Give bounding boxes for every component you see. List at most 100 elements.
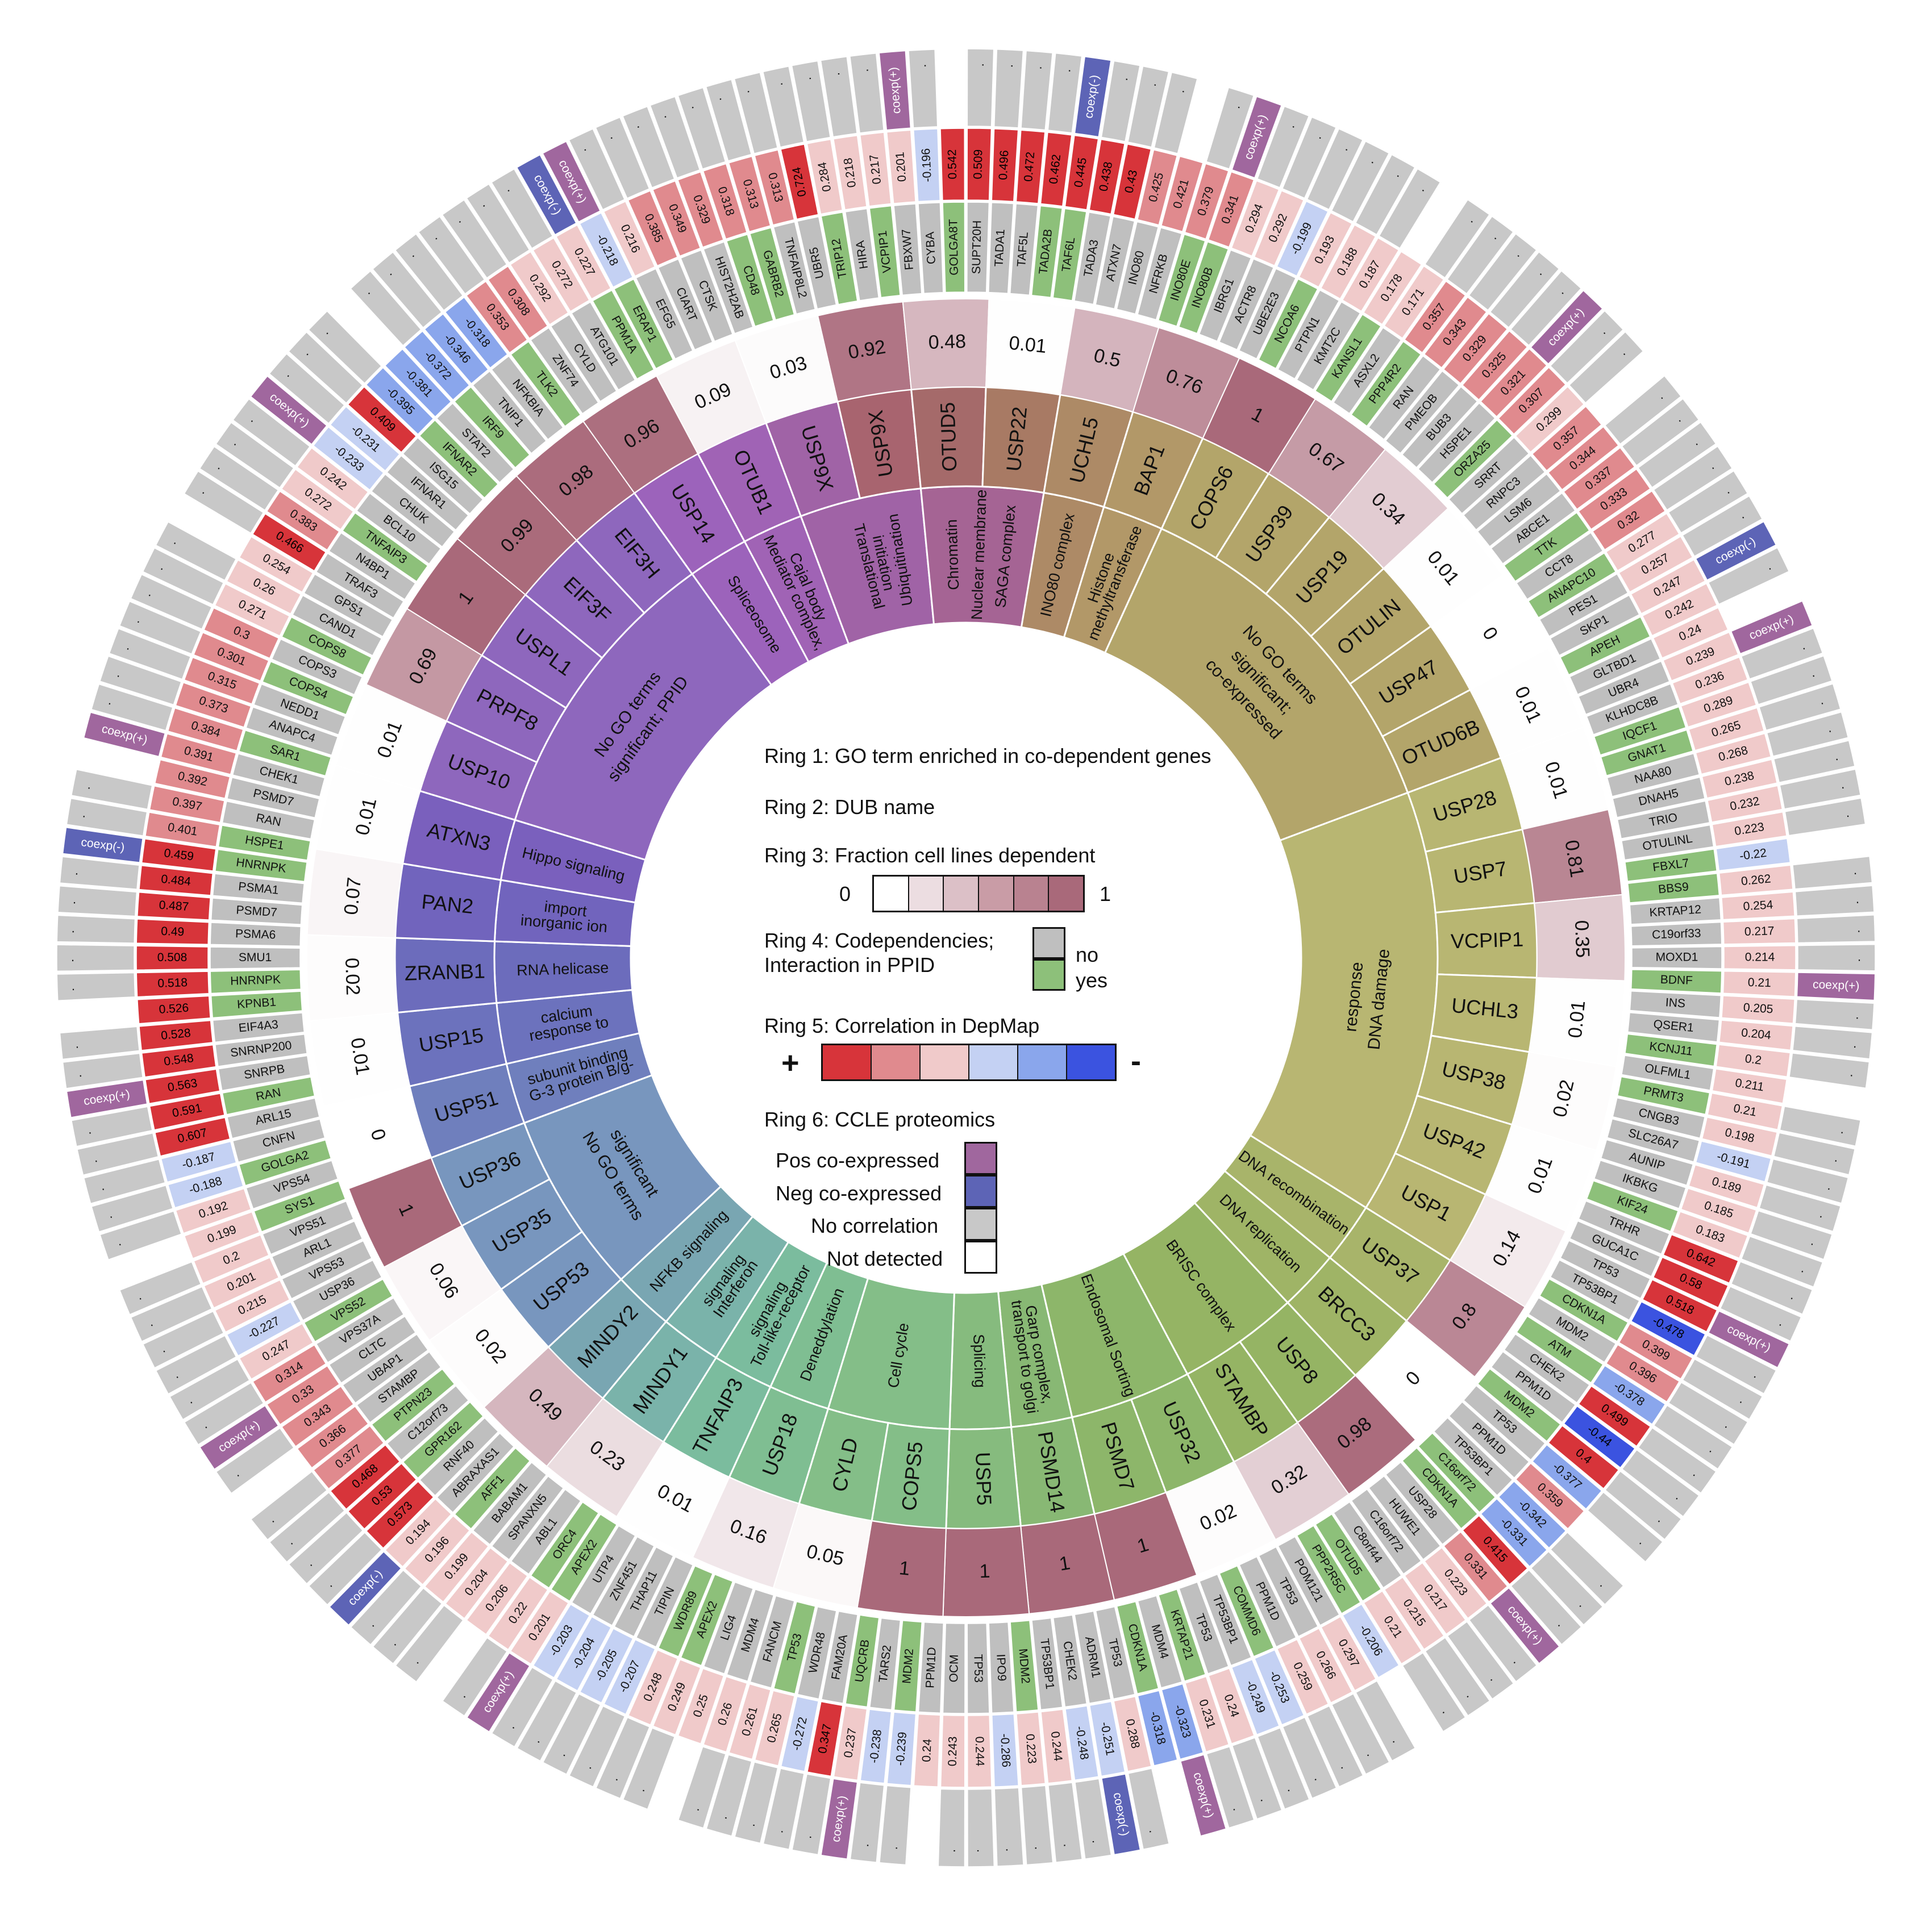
proteomics-cell <box>56 944 135 972</box>
codep-cell <box>1617 800 1710 839</box>
proteomics-cell <box>1758 683 1841 731</box>
correlation-cell <box>1688 1164 1765 1208</box>
codep-cell <box>1624 849 1718 882</box>
codep-cell <box>218 824 311 861</box>
proteomics-cell <box>1719 1286 1802 1342</box>
dub-name-label: USP5 <box>971 1451 996 1505</box>
codep-cell <box>1401 1447 1479 1529</box>
coexp-dot: . <box>771 82 786 88</box>
correlation-value: 0.528 <box>160 1027 191 1042</box>
proteomics-cell <box>878 50 911 131</box>
correlation-cell <box>1276 1639 1329 1715</box>
legend-ring2: Ring 2: DUB name <box>764 795 935 819</box>
proteomics-cell <box>1730 600 1813 654</box>
proteomics-cell <box>169 1358 250 1420</box>
proteomics-cell <box>83 712 166 757</box>
proteomics-cell <box>1796 972 1876 1001</box>
codep-cell <box>1578 1200 1671 1255</box>
coexp-dot: . <box>1001 64 1015 68</box>
legend-ring6-nd: Not detected <box>827 1247 943 1270</box>
coexp-dot: . <box>828 72 843 77</box>
codep-cell <box>680 1574 734 1666</box>
correlation-cell <box>184 1211 260 1259</box>
proteomics-cell <box>328 290 402 365</box>
coexp-dot: . <box>77 1065 82 1080</box>
proteomics-cell <box>1587 1491 1663 1563</box>
coexp-dot: . <box>74 1036 80 1050</box>
codep-cell <box>967 202 990 293</box>
codep-cell <box>1385 370 1460 454</box>
correlation-cell <box>754 1690 796 1767</box>
proteomics-cell <box>91 1184 174 1233</box>
proteomics-cell <box>1510 1569 1582 1645</box>
coexp-dot: . <box>1858 950 1861 964</box>
coexp-dot: . <box>771 1828 786 1834</box>
codep-cell <box>1477 473 1561 548</box>
coexp-dot: . <box>1853 1036 1858 1050</box>
proteomics-cell <box>1074 56 1111 137</box>
gene-label: IPO9 <box>994 1654 1008 1682</box>
correlation-cell <box>532 1604 590 1679</box>
proteomics-cell <box>1730 1261 1813 1315</box>
proteomics-cell <box>70 1106 153 1147</box>
correlation-cell <box>1721 891 1795 920</box>
proteomics-cell <box>706 1754 752 1837</box>
legend-ring6-pos: Pos co-expressed <box>776 1149 940 1172</box>
codep-cell <box>635 268 693 360</box>
proteomics-cell <box>1794 999 1875 1031</box>
codep-cell <box>227 1098 320 1139</box>
correlation-cell <box>991 128 1019 202</box>
gene-label: TADA1 <box>992 229 1007 267</box>
proteomics-cell <box>1766 1158 1849 1204</box>
correlation-value: 0.487 <box>159 899 189 913</box>
legend-ring3-min: 0 <box>839 882 851 906</box>
codep-cell <box>613 278 674 369</box>
proteomics-cell <box>820 56 857 137</box>
correlation-cell <box>403 330 470 401</box>
proteomics-cell <box>1331 140 1390 223</box>
proteomics-cell <box>993 49 1024 128</box>
correlation-cell <box>1498 366 1567 435</box>
proteomics-cell <box>1355 154 1415 235</box>
proteomics-cell <box>59 1026 140 1060</box>
proteomics-cell <box>328 1551 402 1626</box>
correlation-cell <box>1605 512 1680 571</box>
codep-cell <box>214 849 307 882</box>
correlation-cell <box>175 682 252 728</box>
codep-cell <box>1627 873 1720 903</box>
correlation-cell <box>488 1576 548 1650</box>
proteomics-cell <box>1682 1358 1763 1420</box>
codep-cell <box>893 203 922 296</box>
codep-cell <box>1238 268 1297 360</box>
codep-cell <box>232 1119 326 1163</box>
codep-cell <box>726 233 774 327</box>
proteomics-cell <box>119 600 202 655</box>
codep-cell <box>726 1588 775 1682</box>
proteomics-cell <box>734 72 778 155</box>
proteomics-cell <box>59 856 140 890</box>
proteomics-cell <box>372 1587 443 1664</box>
correlation-cell <box>1480 348 1548 418</box>
correlation-cell <box>1642 1279 1718 1333</box>
codep-cell <box>1606 753 1700 797</box>
coexp-dot: . <box>86 1122 93 1137</box>
gene-label: BDNF <box>1660 973 1693 987</box>
proteomics-cell <box>1180 79 1226 161</box>
codep-cell <box>214 1033 308 1067</box>
legend-ring3: Ring 3: Fraction cell lines dependent <box>764 844 1096 867</box>
scale-step-3 <box>979 877 1014 911</box>
codep-cell <box>226 777 320 819</box>
proteomics-cell <box>994 1787 1024 1867</box>
codep-cell <box>1504 1333 1590 1404</box>
proteomics-cell <box>1530 1551 1604 1626</box>
correlation-cell <box>226 559 302 615</box>
codep-cell <box>356 1351 442 1423</box>
codep-cell <box>303 1278 393 1342</box>
proteomics-cell <box>62 1053 144 1089</box>
correlation-cell <box>1113 1696 1152 1772</box>
codep-cell <box>210 991 303 1019</box>
codep-cell <box>1629 990 1722 1018</box>
proteomics-cell <box>184 1382 264 1445</box>
proteomics-cell <box>372 251 443 328</box>
correlation-value: -0.239 <box>893 1732 909 1766</box>
